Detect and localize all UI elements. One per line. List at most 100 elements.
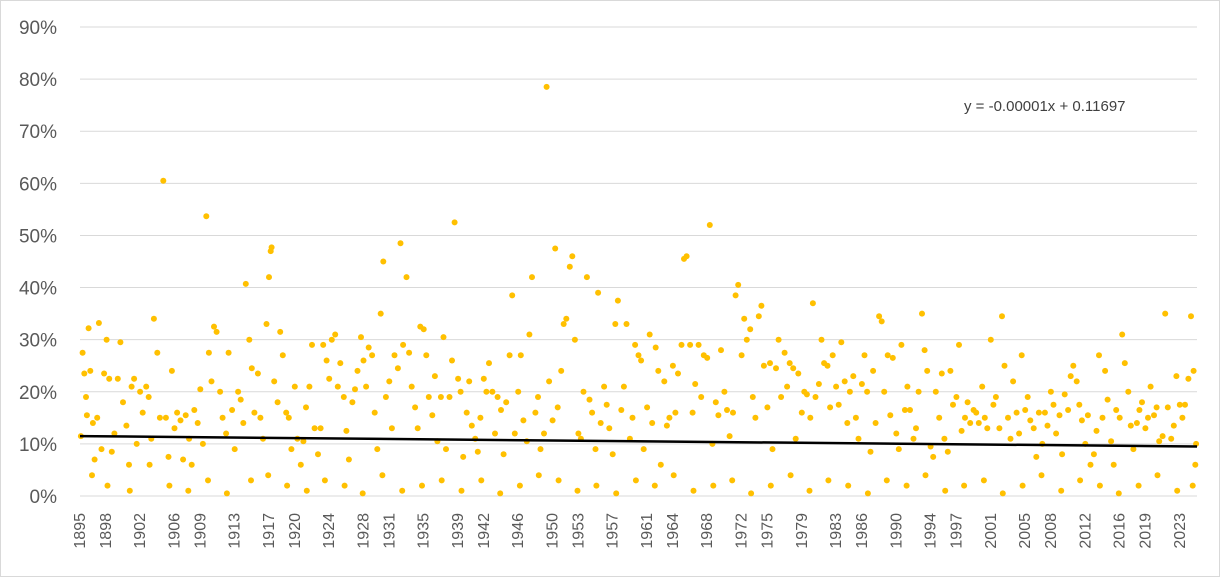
data-point xyxy=(480,375,487,382)
data-point xyxy=(466,378,473,385)
data-point xyxy=(1153,404,1160,411)
x-tick-label: 2012 xyxy=(1077,513,1094,549)
data-point xyxy=(486,360,492,367)
data-point xyxy=(532,409,539,416)
data-point xyxy=(399,487,406,494)
data-point xyxy=(981,414,988,421)
data-point xyxy=(520,417,527,424)
data-point xyxy=(1189,482,1196,489)
data-point xyxy=(1174,487,1181,494)
data-point xyxy=(235,388,242,395)
data-point xyxy=(343,427,350,434)
data-point xyxy=(131,375,138,382)
x-tick-label: 1975 xyxy=(759,513,776,549)
data-point xyxy=(274,399,281,406)
data-point xyxy=(360,357,367,364)
data-point xyxy=(942,487,949,494)
data-point xyxy=(1078,417,1085,424)
data-point xyxy=(1168,435,1175,442)
data-point xyxy=(644,404,651,411)
x-tick-label: 1902 xyxy=(132,513,149,549)
data-point xyxy=(529,274,535,281)
data-point xyxy=(1142,425,1149,432)
data-point xyxy=(303,487,310,494)
data-point xyxy=(629,414,636,421)
data-point xyxy=(205,477,211,484)
data-point xyxy=(394,365,401,372)
data-point xyxy=(936,414,943,421)
data-point xyxy=(574,487,581,494)
data-point xyxy=(1087,461,1094,468)
data-point xyxy=(1173,373,1180,380)
data-point xyxy=(191,407,198,413)
data-point xyxy=(303,404,309,411)
data-point xyxy=(380,258,387,265)
data-point xyxy=(177,417,184,424)
data-point xyxy=(419,482,425,489)
x-tick-label: 1964 xyxy=(665,513,682,549)
data-point xyxy=(807,414,814,421)
data-point xyxy=(651,482,658,489)
data-point xyxy=(154,349,161,356)
data-point xyxy=(400,341,407,348)
data-point xyxy=(913,425,919,432)
data-point xyxy=(563,315,570,322)
data-point xyxy=(652,344,659,351)
data-point xyxy=(541,430,547,437)
data-point xyxy=(1162,310,1169,317)
data-point xyxy=(1013,409,1020,416)
data-point xyxy=(795,370,802,377)
data-point xyxy=(492,430,498,437)
data-point xyxy=(996,425,1003,432)
data-point xyxy=(1179,414,1186,421)
x-tick-label: 1990 xyxy=(888,513,905,549)
data-point xyxy=(845,482,852,489)
data-point xyxy=(182,412,189,419)
data-point xyxy=(704,354,711,361)
data-point xyxy=(412,404,419,411)
data-point xyxy=(646,331,653,338)
data-point xyxy=(168,367,175,374)
data-point xyxy=(901,407,908,413)
x-tick-label: 1986 xyxy=(854,513,871,549)
data-point xyxy=(443,446,449,453)
data-point xyxy=(87,367,94,374)
trendline xyxy=(79,434,1198,448)
data-point xyxy=(1058,487,1065,494)
data-point xyxy=(715,412,722,419)
data-point xyxy=(852,414,859,421)
data-point xyxy=(1059,451,1066,458)
data-point xyxy=(881,388,888,395)
data-point xyxy=(194,420,201,426)
x-tick-label: 1924 xyxy=(321,513,338,549)
data-point xyxy=(451,219,458,226)
data-point xyxy=(535,394,541,400)
data-points xyxy=(77,83,1200,497)
data-point xyxy=(919,310,925,317)
data-point xyxy=(1035,409,1042,416)
data-point xyxy=(1038,472,1045,479)
data-point xyxy=(1151,412,1157,419)
data-point xyxy=(595,289,602,296)
data-point xyxy=(517,352,524,359)
data-point xyxy=(747,326,754,333)
y-tick-label: 80% xyxy=(19,70,57,91)
data-point xyxy=(257,414,264,421)
data-point xyxy=(632,477,639,484)
x-tick-label: 1935 xyxy=(416,513,433,549)
data-point xyxy=(1115,490,1122,497)
data-point xyxy=(973,409,980,416)
data-point xyxy=(930,453,937,460)
data-point xyxy=(958,427,965,434)
data-point xyxy=(864,388,871,395)
data-point xyxy=(850,373,857,380)
data-point xyxy=(326,375,333,382)
data-point xyxy=(921,347,928,354)
data-point xyxy=(123,422,130,429)
data-point xyxy=(695,341,702,348)
data-point xyxy=(635,352,642,359)
data-point xyxy=(225,349,232,356)
data-point xyxy=(895,446,902,453)
data-point xyxy=(1061,391,1068,398)
data-point xyxy=(474,448,481,455)
